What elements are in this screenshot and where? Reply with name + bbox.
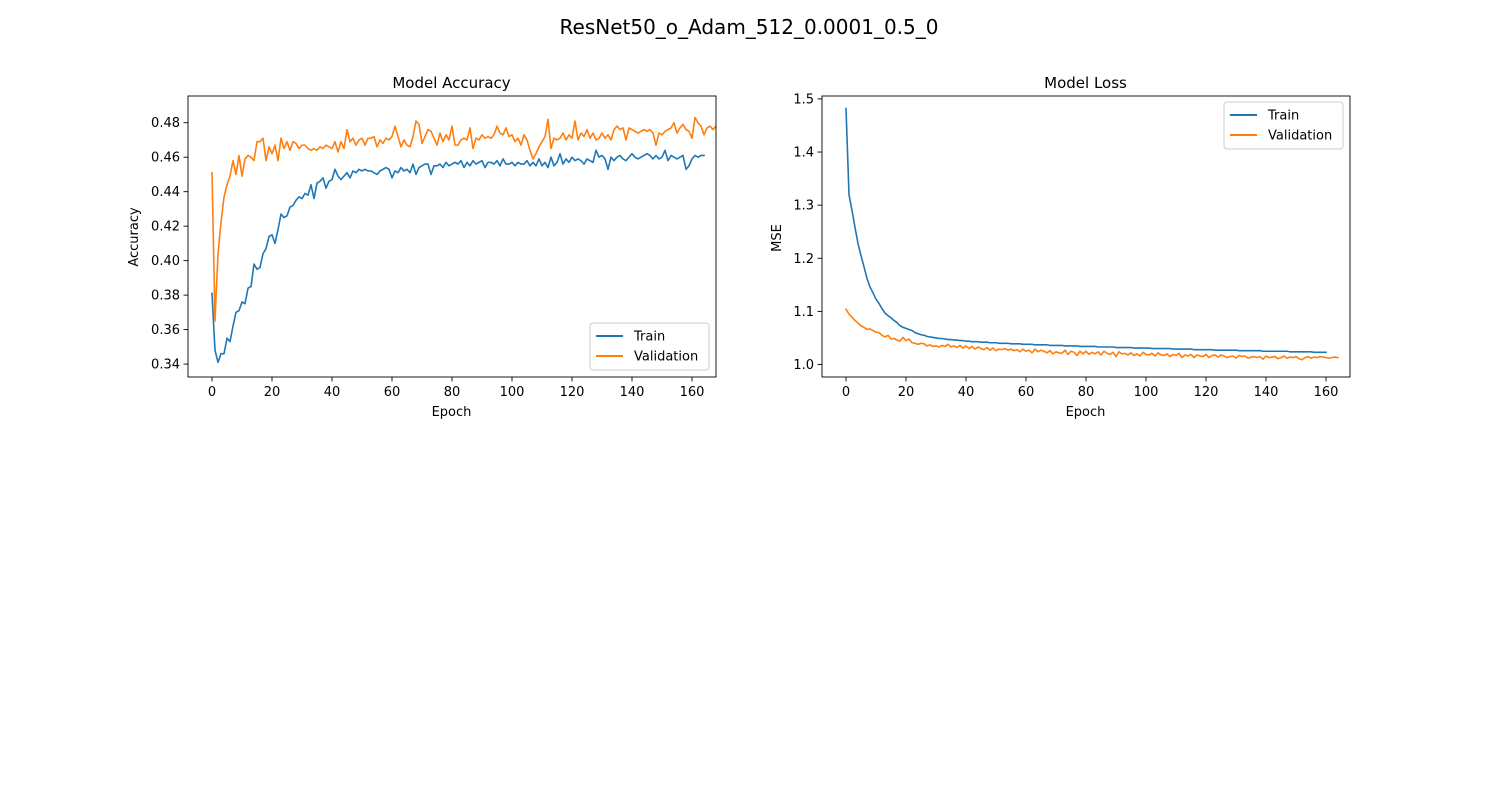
- accuracy-y-axis-label: Accuracy: [127, 207, 142, 267]
- loss-y-axis: 1.0 1.1 1.2 1.3 1.4 1.5: [793, 92, 822, 373]
- accuracy-x-tick-label: 60: [384, 385, 401, 400]
- accuracy-x-tick-label: 140: [620, 385, 645, 400]
- accuracy-legend-validation-label: Validation: [634, 350, 698, 365]
- accuracy-y-tick-label: 0.40: [151, 254, 180, 269]
- loss-x-tick-label: 0: [842, 385, 850, 400]
- accuracy-y-tick-label: 0.42: [151, 220, 180, 235]
- loss-x-tick-label: 40: [958, 385, 975, 400]
- accuracy-y-tick-label: 0.36: [151, 323, 180, 338]
- accuracy-y-tick-label: 0.46: [151, 151, 180, 166]
- loss-x-tick-label: 100: [1134, 385, 1159, 400]
- accuracy-y-axis: 0.34 0.36 0.38 0.40 0.42 0.44 0.46 0.48: [151, 116, 188, 373]
- loss-series-validation-line: [844, 308, 1339, 361]
- accuracy-legend-train-label: Train: [633, 330, 665, 345]
- loss-x-tick-label: 20: [898, 385, 915, 400]
- accuracy-x-axis: 0 20 40 60 80 100 120 140 160: [208, 377, 705, 400]
- accuracy-x-tick-label: 80: [444, 385, 461, 400]
- accuracy-y-tick-label: 0.44: [151, 185, 180, 200]
- loss-legend-train-label: Train: [1267, 109, 1299, 124]
- loss-legend-validation-label: Validation: [1268, 129, 1332, 144]
- loss-y-tick-label: 1.4: [793, 146, 814, 161]
- accuracy-y-tick-label: 0.38: [151, 289, 180, 304]
- loss-y-tick-label: 1.5: [793, 92, 814, 107]
- loss-y-tick-label: 1.2: [793, 252, 814, 267]
- loss-x-tick-label: 140: [1254, 385, 1279, 400]
- accuracy-y-tick-label: 0.48: [151, 116, 180, 131]
- loss-y-tick-label: 1.0: [793, 358, 814, 373]
- accuracy-x-tick-label: 100: [500, 385, 525, 400]
- loss-y-tick-label: 1.3: [793, 199, 814, 214]
- loss-legend-box: [1223, 101, 1344, 150]
- accuracy-x-tick-label: 40: [324, 385, 341, 400]
- accuracy-legend: Train Validation: [589, 322, 710, 371]
- loss-y-axis-label: MSE: [770, 224, 785, 252]
- loss-chart-title: Model Loss: [1044, 74, 1127, 92]
- loss-x-tick-label: 160: [1314, 385, 1339, 400]
- loss-x-tick-label: 60: [1018, 385, 1035, 400]
- accuracy-chart: Model Accuracy 0 20 40 60 80 100 120 140 160 0.3…: [127, 74, 717, 420]
- accuracy-x-axis-label: Epoch: [432, 405, 472, 420]
- accuracy-x-tick-label: 120: [560, 385, 585, 400]
- loss-x-tick-label: 80: [1078, 385, 1095, 400]
- accuracy-legend-box: [589, 322, 710, 371]
- accuracy-x-tick-label: 0: [208, 385, 216, 400]
- accuracy-chart-title: Model Accuracy: [392, 74, 510, 92]
- loss-legend: Train Validation: [1223, 101, 1344, 150]
- loss-chart: Model Loss 0 20 40 60 80 100 120 140 160 1.01.11…: [770, 74, 1351, 420]
- accuracy-series-validation-line: [211, 116, 716, 322]
- accuracy-y-tick-label: 0.34: [151, 358, 180, 373]
- loss-x-axis-label: Epoch: [1066, 405, 1106, 420]
- accuracy-x-tick-label: 160: [680, 385, 705, 400]
- loss-y-tick-label: 1.1: [793, 305, 814, 320]
- loss-series-train-line: [845, 107, 1327, 354]
- accuracy-series-train-line: [211, 149, 705, 364]
- accuracy-x-tick-label: 20: [264, 385, 281, 400]
- figure-title: ResNet50_o_Adam_512_0.0001_0.5_0: [560, 15, 939, 39]
- loss-x-tick-label: 120: [1194, 385, 1219, 400]
- loss-x-axis: 0 20 40 60 80 100 120 140 160: [842, 377, 1339, 400]
